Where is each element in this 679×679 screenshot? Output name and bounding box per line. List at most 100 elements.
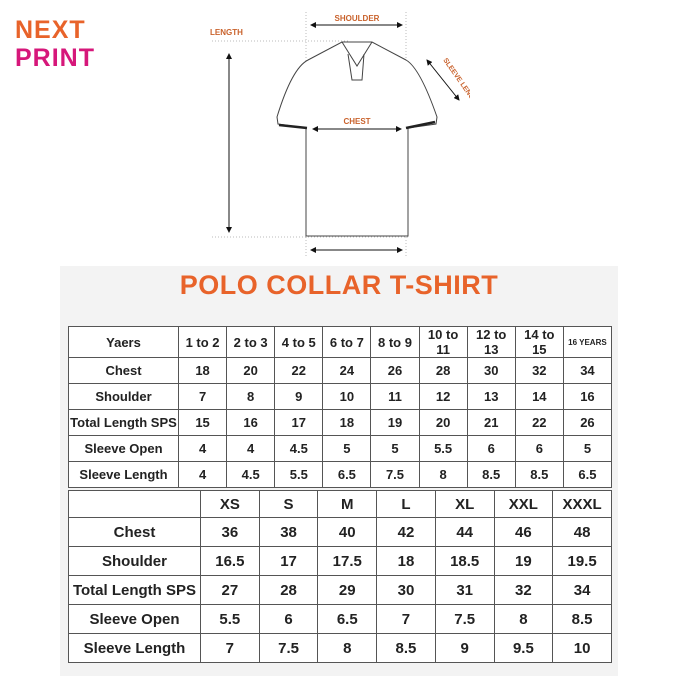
table-cell: 18 xyxy=(177,357,228,384)
table-cell: 7.5 xyxy=(258,633,319,663)
table-cell: 6 xyxy=(258,604,319,634)
table-cell: 19 xyxy=(493,546,554,576)
table-cell: 22 xyxy=(514,409,564,436)
table-cell: 7.5 xyxy=(434,604,495,634)
table-row: Sleeve Open 4 4 4.5 5 5 5.5 6 6 5 xyxy=(68,435,613,462)
table-cell: 44 xyxy=(434,517,495,547)
table-cell: 36 xyxy=(200,517,260,547)
column-header: 10 to 11 xyxy=(418,326,468,358)
table-cell: 46 xyxy=(493,517,554,547)
table-cell: 16 xyxy=(226,409,276,436)
table-row: Chest 18 20 22 24 26 28 30 32 34 xyxy=(68,357,613,384)
table-cell: 5.5 xyxy=(418,435,468,462)
column-header xyxy=(68,490,201,518)
table-cell: 30 xyxy=(466,357,516,384)
table-cell: 4 xyxy=(177,435,228,462)
table-cell: 10 xyxy=(322,383,372,410)
table-cell: 9 xyxy=(434,633,495,663)
table-cell: 28 xyxy=(258,575,319,605)
table-cell: 9.5 xyxy=(493,633,554,663)
table-cell: 6.5 xyxy=(322,461,372,488)
table-cell: 24 xyxy=(322,357,372,384)
table-cell: 8 xyxy=(493,604,554,634)
table-row: Total Length SPS 15 16 17 18 19 20 21 22 26 xyxy=(68,409,613,436)
table-row: Sleeve Length 4 4.5 5.5 6.5 7.5 8 8.5 8.5 6.5 xyxy=(68,461,613,488)
table-cell: 20 xyxy=(226,357,276,384)
table-cell: 27 xyxy=(200,575,260,605)
table-row: Sleeve Open 5.5 6 6.5 7 7.5 8 8.5 xyxy=(68,604,612,634)
table-cell: 5 xyxy=(322,435,372,462)
table-cell: 18 xyxy=(322,409,372,436)
row-label: Chest xyxy=(68,517,201,547)
table-cell: 18.5 xyxy=(434,546,495,576)
length-label: LENGTH xyxy=(210,28,243,37)
row-label: Shoulder xyxy=(68,546,201,576)
chart-title: POLO COLLAR T-SHIRT xyxy=(179,270,499,300)
table-cell: 40 xyxy=(317,517,378,547)
table-cell: 21 xyxy=(466,409,516,436)
table-row: Sleeve Length 7 7.5 8 8.5 9 9.5 10 xyxy=(68,633,612,663)
table-cell: 32 xyxy=(493,575,554,605)
table-cell: 6 xyxy=(514,435,564,462)
row-label: Sleeve Length xyxy=(68,461,179,488)
table-cell: 6.5 xyxy=(317,604,378,634)
table-cell: 4 xyxy=(226,435,276,462)
column-header: 8 to 9 xyxy=(370,326,420,358)
table-cell: 22 xyxy=(274,357,324,384)
row-label: Sleeve Length xyxy=(68,633,201,663)
table-cell: 8.5 xyxy=(552,604,612,634)
table-cell: 8.5 xyxy=(376,633,436,663)
table-cell: 4.5 xyxy=(226,461,276,488)
table-cell: 16 xyxy=(562,383,613,410)
table-cell: 9 xyxy=(274,383,324,410)
table-cell: 7 xyxy=(200,633,260,663)
table-cell: 8.5 xyxy=(466,461,516,488)
table-cell: 30 xyxy=(376,575,436,605)
row-label: Total Length SPS xyxy=(68,409,179,436)
table-cell: 16.5 xyxy=(200,546,260,576)
table-cell: 19 xyxy=(370,409,420,436)
table-cell: 32 xyxy=(514,357,564,384)
table-row: Total Length SPS 27 28 29 30 31 32 34 xyxy=(68,575,612,605)
table-cell: 7 xyxy=(177,383,228,410)
table-cell: 4 xyxy=(177,461,228,488)
table-cell: 5.5 xyxy=(274,461,324,488)
column-header: S xyxy=(258,490,319,518)
column-header: 6 to 7 xyxy=(322,326,372,358)
table-cell: 29 xyxy=(317,575,378,605)
column-header: XS xyxy=(200,490,260,518)
column-header: 12 to 13 xyxy=(466,326,516,358)
adult-size-table: XS S M L XL XXL XXXL Chest 36 38 40 42 44 46 48 Shoulde… xyxy=(68,490,612,663)
table-cell: 5 xyxy=(562,435,613,462)
column-header: XXXL xyxy=(552,490,612,518)
table-cell: 31 xyxy=(434,575,495,605)
row-label: Sleeve Open xyxy=(68,604,201,634)
table-cell: 14 xyxy=(514,383,564,410)
polo-shirt-diagram: SHOULDER LENGTH CHEST SLEEVE LENGTH xyxy=(210,12,470,258)
shirt-outline xyxy=(276,41,438,237)
column-header: L xyxy=(376,490,436,518)
table-row: Chest 36 38 40 42 44 46 48 xyxy=(68,517,612,547)
table-cell: 6 xyxy=(466,435,516,462)
table-cell: 18 xyxy=(376,546,436,576)
table-cell: 34 xyxy=(562,357,613,384)
header-row: XS S M L XL XXL XXXL xyxy=(68,490,612,518)
logo-line-1: NEXT xyxy=(15,16,86,44)
column-header: Yaers xyxy=(68,326,179,358)
table-cell: 26 xyxy=(370,357,420,384)
table-cell: 26 xyxy=(562,409,613,436)
table-cell: 6.5 xyxy=(562,461,613,488)
table-row: Shoulder 7 8 9 10 11 12 13 14 16 xyxy=(68,383,613,410)
table-cell: 19.5 xyxy=(552,546,612,576)
table-cell: 7.5 xyxy=(370,461,420,488)
table-cell: 10 xyxy=(552,633,612,663)
table-cell: 13 xyxy=(466,383,516,410)
table-cell: 8 xyxy=(418,461,468,488)
column-header: 14 to 15 xyxy=(514,326,564,358)
table-cell: 4.5 xyxy=(274,435,324,462)
table-cell: 42 xyxy=(376,517,436,547)
column-header: XL xyxy=(434,490,495,518)
table-cell: 28 xyxy=(418,357,468,384)
logo-line-2: PRINT xyxy=(15,44,95,72)
